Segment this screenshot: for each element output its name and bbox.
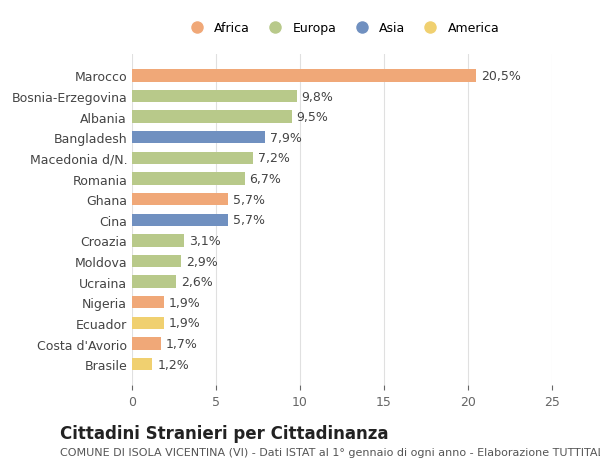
- Bar: [132, 152, 253, 165]
- Bar: [132, 91, 296, 103]
- Bar: [132, 173, 245, 185]
- Legend: Africa, Europa, Asia, America: Africa, Europa, Asia, America: [181, 18, 503, 39]
- Text: Cittadini Stranieri per Cittadinanza: Cittadini Stranieri per Cittadinanza: [60, 425, 389, 442]
- Text: COMUNE DI ISOLA VICENTINA (VI) - Dati ISTAT al 1° gennaio di ogni anno - Elabora: COMUNE DI ISOLA VICENTINA (VI) - Dati IS…: [60, 448, 600, 458]
- Text: 1,2%: 1,2%: [157, 358, 189, 371]
- Bar: [132, 70, 476, 83]
- Text: 20,5%: 20,5%: [481, 70, 521, 83]
- Text: 1,7%: 1,7%: [166, 337, 197, 350]
- Text: 3,1%: 3,1%: [189, 235, 221, 247]
- Text: 5,7%: 5,7%: [233, 193, 265, 206]
- Text: 9,8%: 9,8%: [302, 90, 334, 103]
- Text: 5,7%: 5,7%: [233, 214, 265, 227]
- Bar: [132, 255, 181, 268]
- Text: 9,5%: 9,5%: [296, 111, 329, 124]
- Bar: [132, 317, 164, 330]
- Bar: [132, 276, 176, 288]
- Bar: [132, 297, 164, 309]
- Text: 7,9%: 7,9%: [270, 132, 302, 145]
- Bar: [132, 214, 228, 226]
- Bar: [132, 358, 152, 370]
- Bar: [132, 235, 184, 247]
- Text: 1,9%: 1,9%: [169, 317, 201, 330]
- Text: 1,9%: 1,9%: [169, 296, 201, 309]
- Text: 2,9%: 2,9%: [186, 255, 218, 268]
- Bar: [132, 132, 265, 144]
- Text: 7,2%: 7,2%: [258, 152, 290, 165]
- Text: 6,7%: 6,7%: [250, 173, 281, 185]
- Bar: [132, 194, 228, 206]
- Bar: [132, 111, 292, 123]
- Text: 2,6%: 2,6%: [181, 275, 212, 289]
- Bar: [132, 338, 161, 350]
